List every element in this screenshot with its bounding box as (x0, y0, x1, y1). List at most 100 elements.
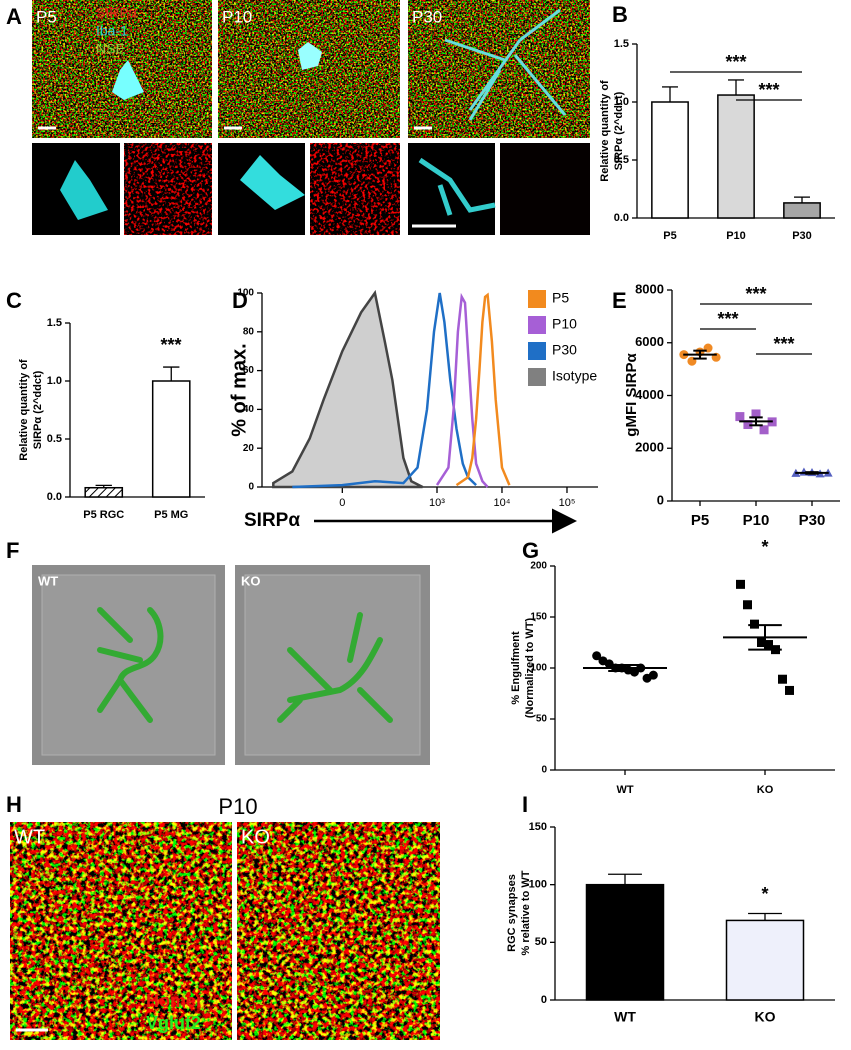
point (757, 638, 766, 647)
point (735, 412, 745, 422)
x-tick-label: P5 (663, 230, 676, 242)
x-tick-label: P10 (726, 230, 746, 242)
panel-f-images: WT KO (32, 565, 430, 765)
series-line (292, 292, 477, 489)
y-tick-label: 2000 (635, 440, 664, 455)
y-tick-label: 1.0 (614, 96, 629, 108)
micrograph (10, 822, 232, 1040)
y-axis-label: SIRPα (2^ddct) (613, 91, 625, 170)
significance-label: *** (758, 80, 779, 100)
y-tick-label: 8000 (635, 281, 664, 296)
micrograph (237, 822, 440, 1040)
legend-swatch (528, 316, 546, 334)
y-tick-label: 0.0 (47, 491, 62, 503)
y-tick-label: 100 (237, 288, 254, 299)
y-tick-label: 1.0 (47, 375, 62, 387)
timepoint: P5 (36, 7, 57, 26)
significance-label: * (761, 537, 768, 557)
y-tick-label: 60 (243, 365, 255, 376)
y-axis-label: RGC synapses (506, 874, 518, 952)
panel-title: P10 (218, 794, 257, 819)
microglia (418, 157, 496, 216)
point (785, 685, 794, 695)
y-axis-label: Relative quantity of (599, 80, 611, 182)
y-tick-label: 80 (243, 326, 255, 337)
legend-label: Isotype (552, 368, 597, 384)
point (743, 420, 753, 430)
x-tick-label: P5 (691, 512, 709, 529)
genotype: WT (38, 573, 58, 588)
series-line (455, 292, 511, 487)
point (592, 651, 602, 661)
x-tick-label: P30 (799, 512, 826, 529)
bar (783, 202, 821, 219)
x-tick-label: P10 (743, 512, 770, 529)
bar (725, 919, 805, 1001)
significance-label: *** (773, 334, 794, 354)
panel-letter: F (6, 538, 19, 563)
y-tick-label: 0 (541, 994, 547, 1006)
legend-label: P10 (552, 316, 577, 332)
genotype: KO (241, 826, 270, 848)
x-tick-label: 10⁵ (559, 497, 576, 509)
point (764, 640, 773, 650)
panel-letter: E (612, 288, 627, 313)
y-tick-label: 4000 (635, 387, 664, 402)
point (648, 670, 658, 680)
x-tick-label: P30 (792, 230, 812, 242)
legend-swatch (528, 290, 546, 308)
micrograph (310, 143, 400, 235)
legend-label: P5 (552, 290, 569, 306)
series-line (435, 292, 489, 488)
y-tick-label: 0.0 (614, 212, 629, 224)
significance-label: *** (725, 52, 746, 72)
micrograph (124, 143, 212, 235)
render-box (244, 574, 421, 756)
y-tick-label: 50 (535, 936, 547, 948)
microglia (60, 160, 108, 220)
point (751, 409, 761, 419)
significance-label: * (761, 884, 768, 904)
timepoint: P10 (222, 7, 252, 26)
y-tick-label: 1.5 (614, 38, 629, 50)
micrograph (500, 143, 590, 235)
panel-letter: A (6, 4, 22, 29)
render-box (41, 574, 216, 756)
y-axis-label: (Normalized to WT) (524, 618, 536, 719)
y-tick-label: 0.5 (614, 154, 629, 166)
y-tick-label: 6000 (635, 334, 664, 349)
micrograph (408, 143, 495, 235)
panel-letter: I (522, 792, 528, 817)
y-axis-label: gMFI SIRPα (623, 353, 640, 437)
stain-label: Iba-1 (96, 23, 128, 39)
x-tick-label: KO (755, 1009, 776, 1025)
x-axis-label: SIRPα (244, 510, 300, 531)
y-axis-label: % of max. (228, 343, 250, 436)
x-tick-label: P5 MG (154, 509, 188, 521)
y-tick-label: 1.5 (47, 317, 62, 329)
x-tick-label: 10³ (429, 497, 445, 509)
bar (151, 380, 191, 498)
y-tick-label: 50 (536, 714, 548, 725)
bar (651, 101, 689, 219)
y-tick-label: 40 (243, 404, 255, 415)
point (743, 600, 752, 610)
point (778, 674, 787, 684)
panel-letter: H (6, 792, 22, 817)
y-axis-label: % relative to WT (520, 870, 532, 955)
micrograph (218, 0, 400, 138)
series-line (272, 289, 424, 489)
y-tick-label: 20 (243, 443, 255, 454)
panel-letter: B (612, 2, 628, 27)
x-tick-label: 10⁴ (493, 497, 510, 509)
stain-label: NSE (96, 41, 125, 57)
y-axis-label: SIRPα (2^ddct) (32, 370, 44, 449)
genotype: WT (14, 826, 45, 848)
x-tick-label: WT (616, 784, 633, 796)
panel-a-images: P5 P10 P30 SIRPα Iba-1 NSE (32, 0, 590, 235)
significance-label: *** (717, 309, 738, 329)
y-tick-label: 0 (657, 492, 664, 507)
y-tick-label: 0.5 (47, 433, 62, 445)
panel-letter: C (6, 288, 22, 313)
